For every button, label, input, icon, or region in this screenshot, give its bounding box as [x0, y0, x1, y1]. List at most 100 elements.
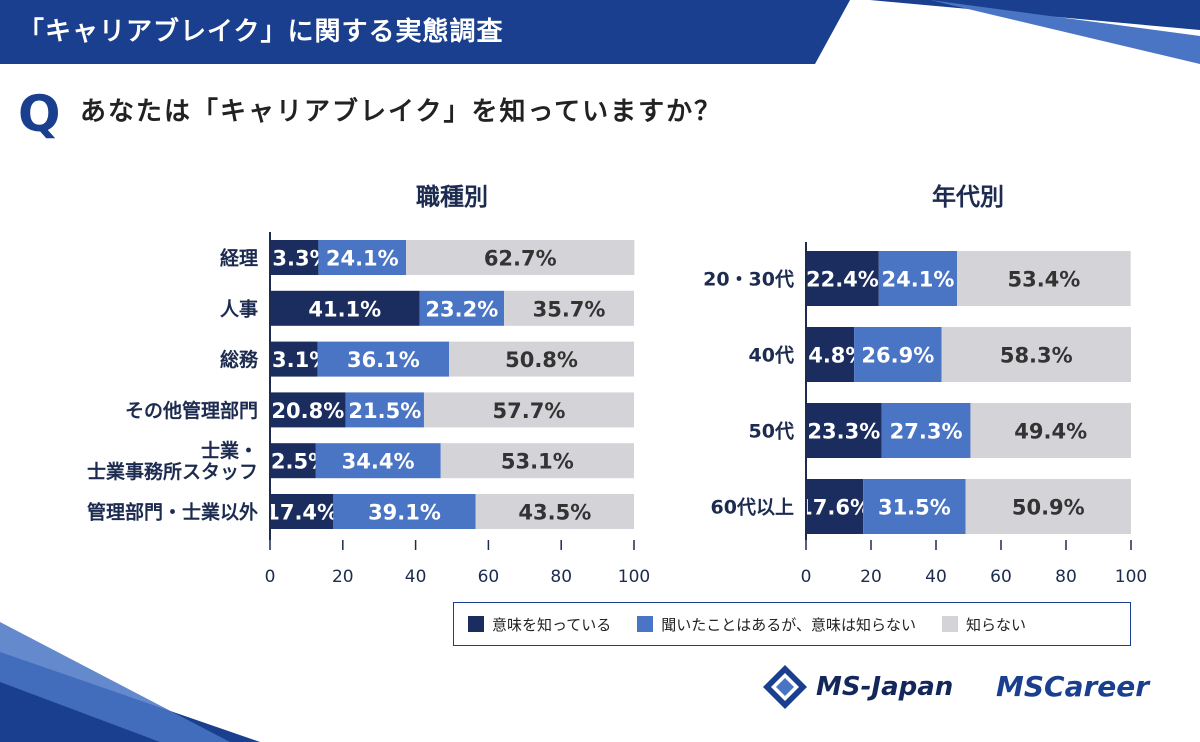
bar-age-0-2	[957, 251, 1131, 306]
legend-swatch-unknown	[941, 616, 958, 632]
tick-label-occupation-2: 40	[405, 567, 427, 587]
header-stripe-light	[930, 0, 1200, 64]
bar-occupation-5-2	[475, 494, 634, 529]
tick-label-age-2: 40	[925, 567, 947, 587]
bar-age-1-0	[806, 327, 855, 382]
data-label-age-3-1: 31.5%	[878, 496, 951, 520]
tick-label-age-3: 60	[990, 567, 1012, 587]
tick-label-age-0: 0	[801, 567, 812, 587]
data-label-occupation-2-2: 50.8%	[505, 348, 578, 372]
tick-label-occupation-3: 60	[478, 567, 500, 587]
data-label-occupation-3-0: 20.8%	[271, 399, 344, 423]
bar-occupation-5-1	[333, 494, 476, 529]
data-label-age-1-2: 58.3%	[1000, 344, 1073, 368]
data-label-occupation-1-1: 23.2%	[425, 297, 498, 321]
msjapan-logo: MS-Japan	[762, 664, 953, 710]
bar-occupation-4-1	[315, 443, 441, 479]
category-label-occupation-3: その他管理部門	[125, 399, 258, 422]
data-label-age-0-1: 24.1%	[882, 268, 955, 292]
bar-occupation-1-1	[419, 290, 505, 326]
bar-occupation-3-1	[345, 392, 424, 428]
bar-age-3-0	[806, 479, 864, 534]
question-text: あなたは「キャリアブレイク」を知っていますか？	[80, 97, 723, 127]
legend-swatch-known	[468, 616, 484, 632]
data-label-occupation-5-0: 17.4%	[265, 501, 338, 525]
data-label-age-1-1: 26.9%	[861, 344, 934, 368]
category-label-occupation-1: 人事	[220, 297, 258, 320]
legend: 意味を知っている 聞いたことはあるが、意味は知らない 知らない	[453, 602, 1131, 646]
legend-label-heard: 聞いたことはあるが、意味は知らない	[661, 615, 916, 634]
bar-occupation-3-2	[423, 392, 634, 428]
category-label-occupation-2: 総務	[220, 348, 259, 371]
bar-age-0-1	[878, 251, 958, 306]
data-label-occupation-0-1: 24.1%	[326, 247, 399, 271]
header-banner-shape	[0, 0, 850, 64]
data-label-occupation-1-2: 35.7%	[533, 297, 606, 321]
bar-occupation-1-0	[270, 290, 420, 326]
data-label-occupation-3-2: 57.7%	[493, 399, 566, 423]
tick-label-age-5: 100	[1115, 567, 1147, 587]
msjapan-emblem-icon	[763, 665, 807, 709]
category-label-occupation-4-1: 士業事務所スタッフ	[87, 460, 258, 483]
data-label-occupation-2-1: 36.1%	[347, 348, 420, 372]
category-label-age-1: 40代	[749, 345, 794, 367]
data-label-occupation-5-1: 39.1%	[368, 501, 441, 525]
bar-occupation-4-0	[270, 443, 316, 479]
bar-age-1-1	[854, 327, 942, 382]
tick-label-occupation-4: 80	[550, 567, 572, 587]
tick-label-age-4: 80	[1055, 567, 1077, 587]
tick-label-occupation-5: 100	[618, 567, 650, 587]
footer-stripe-light	[0, 622, 230, 742]
bar-occupation-5-0	[270, 494, 334, 529]
bar-age-3-2	[965, 479, 1131, 534]
data-label-age-2-2: 49.4%	[1014, 420, 1087, 444]
page-title: 「キャリアブレイク」に関する実態調査	[18, 17, 504, 47]
data-label-age-3-2: 50.9%	[1012, 496, 1085, 520]
legend-label-unknown: 知らない	[965, 615, 1026, 634]
data-label-occupation-3-1: 21.5%	[348, 399, 421, 423]
chart-title-age: 年代別	[932, 183, 1004, 211]
header-band	[0, 0, 1200, 64]
bar-age-0-0	[806, 251, 879, 306]
bar-occupation-4-2	[440, 443, 634, 479]
data-label-occupation-4-2: 53.1%	[501, 450, 574, 474]
category-label-age-0: 20・30代	[703, 269, 794, 291]
data-label-age-0-0: 22.4%	[806, 268, 879, 292]
bar-occupation-0-0	[270, 240, 319, 275]
bar-occupation-0-2	[406, 240, 635, 275]
data-label-occupation-4-1: 34.4%	[342, 450, 415, 474]
category-label-occupation-5: 管理部門・士業以外	[87, 501, 258, 524]
bar-age-2-0	[806, 403, 882, 458]
category-label-age-2: 50代	[749, 421, 794, 443]
legend-item-unknown: 知らない	[941, 614, 1026, 635]
bar-occupation-3-0	[270, 392, 346, 428]
chart-title-occupation: 職種別	[416, 183, 488, 211]
data-label-age-0-2: 53.4%	[1007, 268, 1080, 292]
bar-age-2-1	[881, 403, 971, 458]
bar-occupation-2-2	[449, 341, 634, 377]
bar-occupation-1-2	[504, 290, 634, 326]
bar-age-3-1	[863, 479, 966, 534]
footer-decoration	[0, 622, 260, 742]
bar-age-2-2	[970, 403, 1131, 458]
question-mark-label: Q	[18, 85, 61, 143]
category-label-occupation-4-0: 士業・	[201, 439, 258, 462]
legend-item-heard: 聞いたことはあるが、意味は知らない	[637, 614, 916, 635]
data-label-occupation-0-2: 62.7%	[484, 247, 557, 271]
bar-occupation-2-0	[270, 341, 318, 377]
data-label-occupation-1-0: 41.1%	[308, 297, 381, 321]
data-label-age-2-1: 27.3%	[890, 420, 963, 444]
tick-label-occupation-1: 20	[332, 567, 354, 587]
category-label-age-3: 60代以上	[711, 497, 794, 519]
tick-label-occupation-0: 0	[265, 567, 276, 587]
category-label-occupation-0: 経理	[220, 247, 258, 270]
bar-occupation-2-1	[317, 341, 450, 377]
legend-swatch-heard	[637, 616, 654, 632]
mscareer-logo: MSCareer	[996, 670, 1150, 703]
legend-item-known: 意味を知っている	[468, 614, 611, 635]
data-label-age-3-0: 17.6%	[798, 496, 871, 520]
bar-occupation-0-1	[318, 240, 407, 275]
msjapan-logo-text: MS-Japan	[816, 672, 954, 702]
tick-label-age-1: 20	[860, 567, 882, 587]
